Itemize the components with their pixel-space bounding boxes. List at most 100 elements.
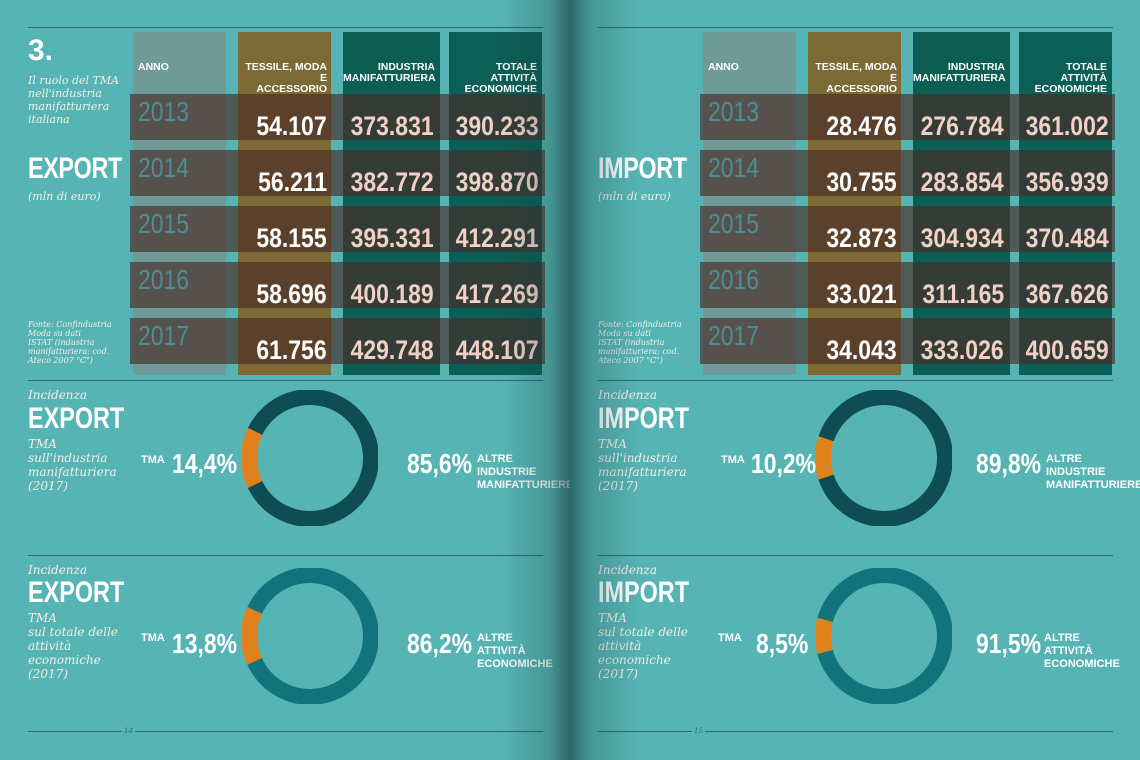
incidence-subtitle: TMA sull'industria manifatturiera (2017) [28, 437, 117, 493]
tessile-value: 58.155 [256, 223, 327, 253]
divider-rule [28, 555, 543, 556]
header-line: INDUSTRIA [377, 61, 435, 73]
subtitle-line: TMA [598, 437, 627, 451]
totale-value: 361.002 [1026, 111, 1109, 141]
tma-label: TMA [141, 632, 165, 644]
header-anno: ANNO [138, 61, 169, 73]
subtitle-line: attività [598, 639, 642, 653]
incidence-subtitle: TMA sull'industria manifatturiera (2017) [598, 437, 687, 493]
anno-column [133, 32, 226, 375]
tessile-value: 34.043 [826, 335, 897, 365]
tessile-value: 33.021 [826, 279, 897, 309]
year-cell: 2015 [708, 208, 760, 239]
source-line: Ateco 2007 "C") [598, 356, 663, 365]
industria-value: 304.934 [921, 223, 1004, 253]
table-row-band [130, 206, 545, 252]
source-line: ISTAT (industria [28, 338, 95, 347]
header-line: INDUSTRIA [947, 61, 1005, 73]
top-rule [598, 27, 1113, 28]
other-label-line: ALTRE INDUSTRIE [1046, 453, 1106, 478]
header-tessile: TESSILE, MODA E ACCESSORIO [808, 62, 897, 95]
year-cell: 2016 [138, 264, 190, 295]
year-cell: 2017 [708, 320, 760, 351]
anno-column [703, 32, 796, 375]
table-row-band [700, 206, 1115, 252]
import-title: IMPORT [598, 152, 687, 185]
source-line: Fonte: Confindustria [598, 320, 682, 329]
header-line: TOTALE ATTIVITÀ [1060, 61, 1107, 84]
totale-column [1019, 32, 1112, 375]
header-line: MANIFATTURIERA [343, 72, 436, 84]
subtitle-line: attività [28, 639, 72, 653]
other-label-line: MANIFATTURIERE [1046, 479, 1140, 491]
left-page: 3. Il ruolo del TMA nell'industria manif… [28, 27, 570, 735]
other-label-line: ECONOMICHE [477, 658, 553, 670]
donut-export-totale [242, 568, 378, 704]
industria-value: 429.748 [351, 335, 434, 365]
donut-slice-other [242, 390, 378, 526]
subtitle-line: (2017) [598, 667, 638, 681]
incidence-title: IMPORT [598, 576, 690, 609]
header-tessile: TESSILE, MODA E ACCESSORIO [238, 62, 327, 95]
source-line: Ateco 2007 "C") [28, 356, 93, 365]
totale-value: 412.291 [456, 223, 539, 253]
caption-line: manifatturiera [28, 100, 110, 113]
subtitle-line: sull'industria [28, 451, 108, 465]
header-line: TESSILE, MODA E [815, 61, 897, 84]
tessile-column [238, 32, 331, 375]
industria-value: 333.026 [921, 335, 1004, 365]
totale-value: 370.484 [1026, 223, 1109, 253]
export-source: Fonte: Confindustria Moda su dati ISTAT … [28, 320, 118, 365]
tma-label: TMA [718, 632, 742, 644]
industria-column [913, 32, 1010, 375]
right-page: IMPORT (mln di euro) Fonte: Confindustri… [570, 0, 1140, 760]
industria-value: 373.831 [351, 111, 434, 141]
tessile-value: 32.873 [826, 223, 897, 253]
subtitle-line: sul totale delle [598, 625, 688, 639]
subtitle-line: TMA [28, 437, 57, 451]
year-cell: 2013 [138, 96, 190, 127]
tma-label: TMA [141, 454, 165, 466]
tessile-value: 61.756 [256, 335, 327, 365]
other-label-line: ALTRE ATTIVITÀ [1044, 632, 1093, 657]
other-percent: 86,2% [407, 628, 473, 659]
totale-value: 417.269 [456, 279, 539, 309]
incidence-title: EXPORT [28, 402, 125, 435]
header-line: TOTALE ATTIVITÀ [490, 61, 537, 84]
divider-rule [598, 555, 1113, 556]
subtitle-line: economiche [28, 653, 101, 667]
subtitle-line: manifatturiera [598, 465, 687, 479]
top-rule [28, 27, 543, 28]
totale-value: 390.233 [456, 111, 539, 141]
year-cell: 2017 [138, 320, 190, 351]
tma-percent: 13,8% [172, 628, 238, 659]
industria-value: 283.854 [921, 167, 1004, 197]
tessile-value: 56.211 [258, 167, 327, 197]
header-line: ACCESSORIO [256, 83, 327, 95]
tessile-value: 54.107 [256, 111, 327, 141]
tma-label: TMA [721, 454, 745, 466]
table-row-band [130, 262, 545, 308]
industria-column [343, 32, 440, 375]
subtitle-line: economiche [598, 653, 671, 667]
header-anno: ANNO [708, 61, 739, 73]
caption-line: italiana [28, 113, 70, 126]
other-label-line: ALTRE ATTIVITÀ [477, 632, 526, 657]
other-label: ALTRE INDUSTRIE MANIFATTURIERE [1046, 453, 1140, 492]
header-line: TESSILE, MODA E [245, 61, 327, 84]
incidence-label: Incidenza [28, 388, 88, 402]
other-label-line: MANIFATTURIERE [477, 479, 570, 491]
section-caption: Il ruolo del TMA nell'industria manifatt… [28, 74, 128, 126]
header-line: ACCESSORIO [826, 83, 897, 95]
other-label: ALTRE ATTIVITÀ ECONOMICHE [1044, 632, 1124, 671]
header-line: ECONOMICHE [1034, 83, 1107, 95]
source-line: manifatturiera: cod. [28, 347, 110, 356]
table-row-band [700, 318, 1115, 364]
year-cell: 2016 [708, 264, 760, 295]
totale-value: 448.107 [456, 335, 539, 365]
tessile-column [808, 32, 901, 375]
subtitle-line: TMA [598, 611, 627, 625]
other-label: ALTRE INDUSTRIE MANIFATTURIERE [477, 453, 570, 492]
other-percent: 85,6% [407, 448, 473, 479]
page-number: 15 [692, 727, 705, 735]
